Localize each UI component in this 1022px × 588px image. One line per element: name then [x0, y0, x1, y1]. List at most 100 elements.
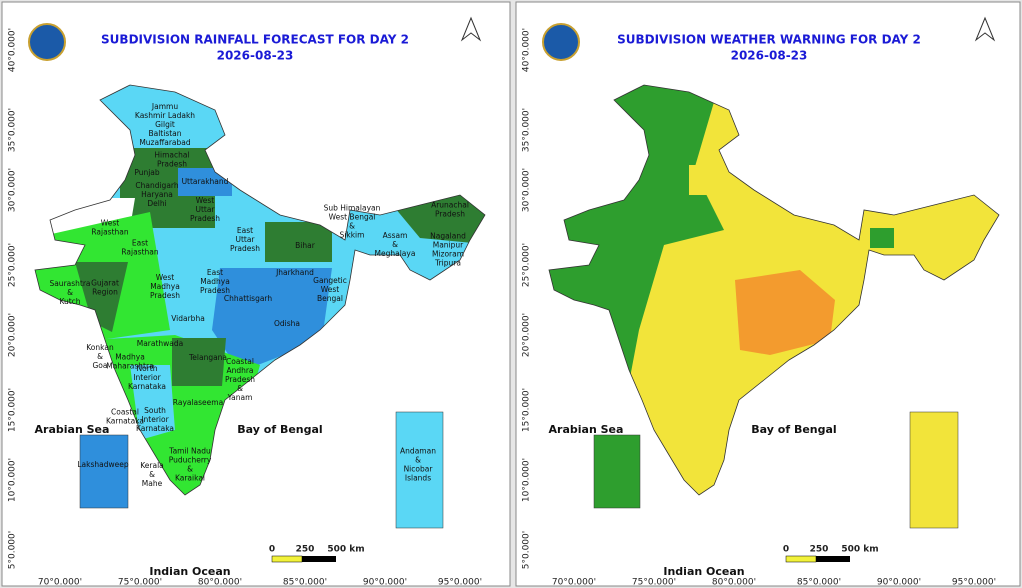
region-label: Interior: [133, 373, 161, 382]
lat-label: 25°0.000': [8, 243, 18, 287]
region-label: Andaman: [400, 447, 436, 456]
region-label: East: [132, 239, 148, 248]
region-label: West: [196, 196, 214, 205]
region-label: Karnataka: [106, 417, 144, 426]
region-label: &: [149, 470, 155, 479]
region-label: Himachal: [154, 151, 189, 160]
sea-label: Indian Ocean: [149, 565, 230, 578]
region-label: Madhya: [115, 353, 145, 362]
map-date: 2026-08-23: [731, 49, 808, 63]
scale-bar: [816, 556, 850, 562]
lon-label: 90°0.000': [877, 578, 921, 588]
region-label: Pradesh: [435, 210, 465, 219]
region-label: Pradesh: [225, 375, 255, 384]
region-label: Odisha: [274, 319, 300, 328]
lon-label: 95°0.000': [952, 578, 996, 588]
region-label: Tamil Nadu: [168, 447, 211, 456]
region-label: Lakshadweep: [77, 460, 128, 469]
region-label: Kerala: [140, 461, 164, 470]
region-label: &: [415, 456, 421, 465]
region-label: Goa: [93, 361, 108, 370]
region-label: West: [321, 285, 339, 294]
region-label: Yanam: [227, 393, 253, 402]
lat-label: 25°0.000': [522, 243, 532, 287]
sea-label: Bay of Bengal: [237, 423, 322, 436]
region-label: Punjab: [134, 168, 160, 177]
scale-bar: [271, 555, 303, 563]
scale-label: 0: [783, 545, 789, 555]
lon-label: 70°0.000': [552, 578, 596, 588]
region-label: Region: [92, 288, 118, 297]
region-label: West: [101, 219, 119, 228]
lat-label: 35°0.000': [522, 108, 532, 152]
scale-label: 500 km: [841, 545, 878, 555]
region-label: West: [156, 273, 174, 282]
region-label: Gilgit: [155, 120, 175, 129]
region-label: Tripura: [434, 259, 461, 268]
region-label: &: [392, 240, 398, 249]
lon-label: 85°0.000': [797, 578, 841, 588]
lat-label: 15°0.000': [8, 388, 18, 432]
scale-label: 250: [296, 545, 315, 555]
lat-label: 35°0.000': [8, 108, 18, 152]
region-label: Karnataka: [136, 424, 174, 433]
sea-label: Arabian Sea: [549, 423, 624, 436]
scale-label: 500 km: [327, 545, 364, 555]
lon-label: 75°0.000': [118, 578, 162, 588]
region-label: Sikkim: [340, 231, 365, 240]
region-label: Saurashtra: [49, 279, 90, 288]
region-label: Madhya: [150, 282, 180, 291]
region-label: Puducherry: [169, 456, 212, 465]
region-label: Chandigarh: [135, 181, 178, 190]
scale-bar: [302, 556, 336, 562]
region-label: Marathwada: [137, 339, 184, 348]
region-label: Bihar: [295, 241, 316, 250]
region-label: Jharkhand: [275, 268, 314, 277]
region-label: Arunachal: [431, 201, 469, 210]
region-label: East: [207, 268, 223, 277]
region-label: Chhattisgarh: [224, 294, 273, 303]
lat-label: 30°0.000': [8, 168, 18, 212]
region-label: Pradesh: [230, 244, 260, 253]
region-label: &: [349, 222, 355, 231]
region-label: Nagaland: [430, 232, 466, 241]
lon-label: 80°0.000': [712, 578, 756, 588]
lon-label: 90°0.000': [363, 578, 407, 588]
region-label: Bengal: [317, 294, 343, 303]
region-label: Maharashtra: [106, 362, 153, 371]
region-label: Sub Himalayan: [324, 204, 381, 213]
region-label: Muzaffarabad: [139, 138, 191, 147]
region-label: Karaikal: [175, 474, 205, 483]
region-label: Gujarat: [91, 279, 119, 288]
map-title: SUBDIVISION WEATHER WARNING FOR DAY 2: [617, 33, 921, 47]
region-label: Uttar: [235, 235, 255, 244]
lon-label: 95°0.000': [438, 578, 482, 588]
lat-label: 10°0.000': [522, 458, 532, 502]
region-label: East: [237, 226, 253, 235]
lat-label: 20°0.000': [8, 313, 18, 357]
region-label: Vidarbha: [171, 314, 205, 323]
region-label: Rajasthan: [121, 248, 159, 257]
region-label: Pradesh: [190, 214, 220, 223]
lon-label: 85°0.000': [283, 578, 327, 588]
region-label: Islands: [405, 474, 431, 483]
region-label: South: [144, 406, 166, 415]
north-arrow: [460, 16, 996, 42]
region-label: Meghalaya: [375, 249, 416, 258]
lat-label: 30°0.000': [522, 168, 532, 212]
region-label: North: [137, 364, 158, 373]
scale-label: 0: [269, 545, 275, 555]
region-label: Pradesh: [200, 286, 230, 295]
region-label: Gangetic: [313, 276, 347, 285]
region-label: Karnataka: [128, 382, 166, 391]
region-label: Delhi: [147, 199, 166, 208]
map-title: SUBDIVISION RAINFALL FORECAST FOR DAY 2: [101, 33, 409, 47]
lat-label: 5°0.000': [522, 531, 532, 569]
sea-label: Bay of Bengal: [751, 423, 836, 436]
region-label: Interior: [141, 415, 169, 424]
lat-label: 15°0.000': [522, 388, 532, 432]
lat-label: 10°0.000': [8, 458, 18, 502]
region-label: Assam: [383, 231, 408, 240]
scale-label: 250: [810, 545, 829, 555]
